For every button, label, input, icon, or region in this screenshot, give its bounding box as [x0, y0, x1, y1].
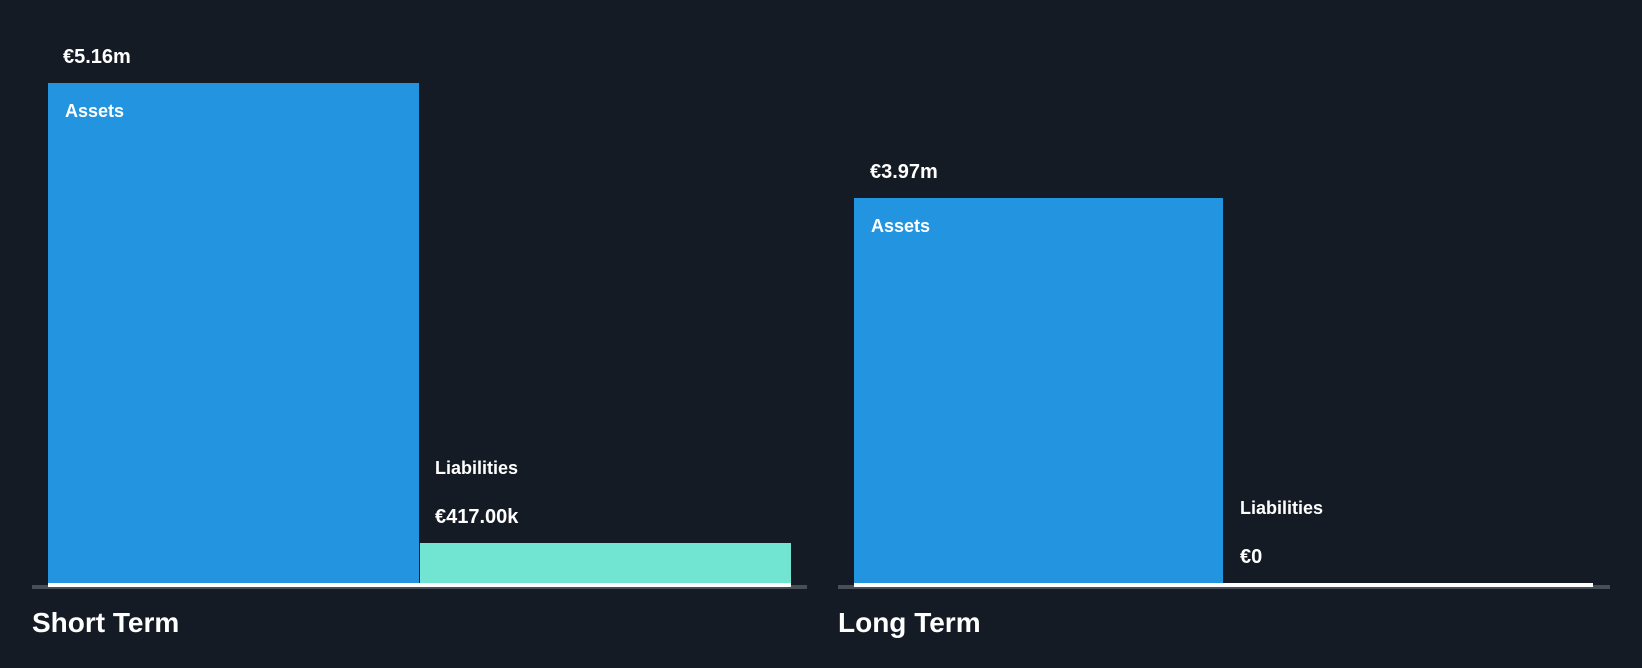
assets-bar-label: Assets: [871, 216, 931, 236]
chart-long-term: €3.97m Assets Liabilities €0 Long Term: [838, 0, 1610, 668]
liabilities-label: Liabilities: [435, 458, 519, 478]
chart-short-term: €5.16m Assets Liabilities €417.00k Short…: [32, 0, 807, 668]
assets-bar[interactable]: Assets: [48, 83, 419, 583]
liabilities-value-label: €0: [1240, 546, 1263, 568]
axis-baseline: [48, 583, 791, 587]
assets-value-label: €3.97m: [870, 161, 938, 183]
assets-value-label: €5.16m: [63, 46, 131, 68]
liabilities-bar[interactable]: [420, 543, 791, 583]
assets-bar-label: Assets: [65, 101, 125, 121]
chart-title-short-term: Short Term: [32, 607, 180, 638]
axis-extension-line: [838, 585, 1610, 589]
axis-extension-line: [32, 585, 807, 589]
liabilities-value-label: €417.00k: [435, 506, 519, 528]
chart-title-long-term: Long Term: [838, 607, 981, 638]
liabilities-label: Liabilities: [1240, 498, 1324, 518]
axis-baseline: [854, 583, 1593, 587]
assets-bar[interactable]: Assets: [854, 198, 1223, 583]
